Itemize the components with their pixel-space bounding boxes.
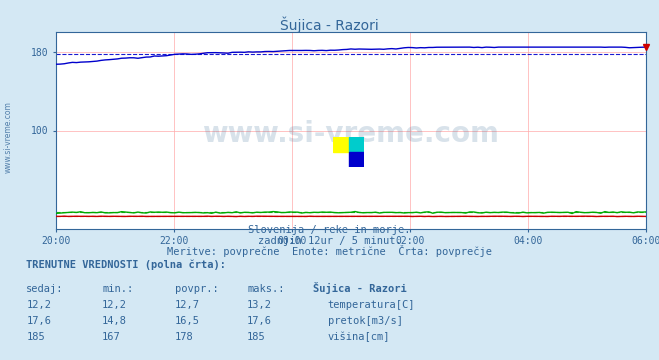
- Text: temperatura[C]: temperatura[C]: [328, 300, 415, 310]
- Bar: [349, 152, 364, 167]
- Text: www.si-vreme.com: www.si-vreme.com: [4, 101, 13, 173]
- Bar: [349, 137, 364, 152]
- Text: 17,6: 17,6: [26, 316, 51, 326]
- Text: Meritve: povprečne  Enote: metrične  Črta: povprečje: Meritve: povprečne Enote: metrične Črta:…: [167, 245, 492, 257]
- Text: 12,2: 12,2: [26, 300, 51, 310]
- Text: 185: 185: [26, 332, 45, 342]
- Text: 16,5: 16,5: [175, 316, 200, 326]
- Text: 14,8: 14,8: [102, 316, 127, 326]
- Text: 17,6: 17,6: [247, 316, 272, 326]
- Text: pretok[m3/s]: pretok[m3/s]: [328, 316, 403, 326]
- Text: Šujica - Razori: Šujica - Razori: [313, 282, 407, 294]
- Text: maks.:: maks.:: [247, 284, 285, 294]
- Text: TRENUTNE VREDNOSTI (polna črta):: TRENUTNE VREDNOSTI (polna črta):: [26, 260, 226, 270]
- Bar: [333, 137, 349, 152]
- Text: 12,2: 12,2: [102, 300, 127, 310]
- Text: sedaj:: sedaj:: [26, 284, 64, 294]
- Text: zadnjih 12ur / 5 minut.: zadnjih 12ur / 5 minut.: [258, 236, 401, 246]
- Text: min.:: min.:: [102, 284, 133, 294]
- Text: Slovenija / reke in morje.: Slovenija / reke in morje.: [248, 225, 411, 235]
- Text: 167: 167: [102, 332, 121, 342]
- Text: 178: 178: [175, 332, 193, 342]
- Text: višina[cm]: višina[cm]: [328, 332, 390, 342]
- Text: 185: 185: [247, 332, 266, 342]
- Text: Šujica - Razori: Šujica - Razori: [280, 16, 379, 33]
- Text: povpr.:: povpr.:: [175, 284, 218, 294]
- Text: 12,7: 12,7: [175, 300, 200, 310]
- Text: 13,2: 13,2: [247, 300, 272, 310]
- Text: www.si-vreme.com: www.si-vreme.com: [202, 121, 500, 148]
